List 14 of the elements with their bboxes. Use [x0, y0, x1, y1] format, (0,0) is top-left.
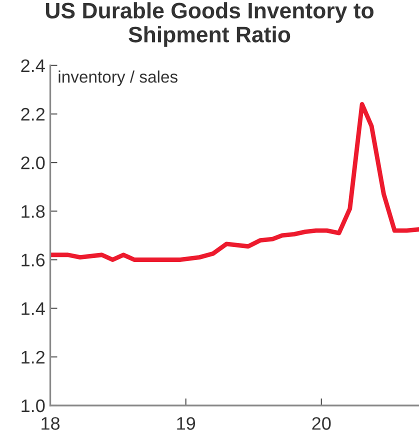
y-axis-title: inventory / sales — [58, 70, 178, 86]
y-tick-label: 1.8 — [22, 205, 45, 218]
line-series — [50, 102, 419, 262]
y-tick-label: 2.4 — [21, 59, 45, 72]
x-tick-label: 19 — [177, 417, 196, 430]
y-tick-label: 1.0 — [22, 399, 45, 412]
y-tick-label: 1.4 — [22, 302, 45, 315]
chart-title: US Durable Goods Inventory to Shipment Ratio — [46, 2, 374, 47]
x-tick-label: 20 — [312, 417, 331, 430]
x-tick-label: 18 — [42, 417, 60, 430]
y-tick-label: 1.2 — [22, 350, 45, 364]
y-tick-label: 2.2 — [21, 108, 45, 121]
y-tick-label: 1.6 — [22, 254, 45, 266]
y-tick-label: 2.0 — [21, 156, 45, 170]
